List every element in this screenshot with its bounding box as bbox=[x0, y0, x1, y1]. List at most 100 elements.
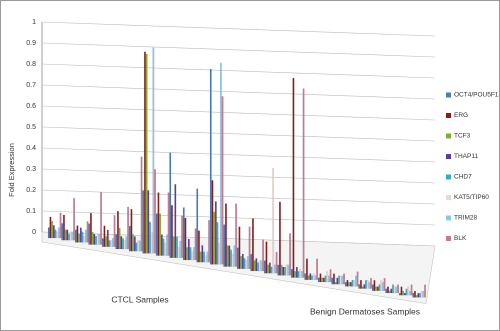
bar bbox=[241, 254, 244, 269]
bar bbox=[297, 271, 300, 278]
bar bbox=[349, 282, 352, 287]
bar bbox=[145, 53, 148, 254]
bar bbox=[208, 220, 210, 263]
y-tick-label: 0.8 bbox=[26, 61, 36, 68]
bar bbox=[147, 190, 150, 254]
bar bbox=[263, 260, 266, 274]
bar bbox=[348, 282, 350, 287]
bar bbox=[213, 211, 215, 265]
legend-label: ERG bbox=[454, 112, 468, 119]
bar bbox=[85, 229, 87, 243]
bar bbox=[61, 223, 64, 241]
bar bbox=[341, 275, 344, 285]
bar bbox=[144, 51, 146, 254]
bar bbox=[277, 264, 280, 276]
group-label: Benign Dermatoses Samples bbox=[310, 306, 420, 316]
bar bbox=[167, 192, 170, 256]
bar bbox=[346, 280, 349, 287]
bar bbox=[314, 275, 317, 280]
bar bbox=[250, 254, 253, 272]
bar bbox=[233, 245, 236, 267]
bar bbox=[120, 236, 123, 250]
bar bbox=[122, 238, 124, 250]
bar bbox=[162, 238, 165, 256]
bar bbox=[245, 260, 248, 269]
bar bbox=[258, 260, 261, 272]
bar bbox=[236, 247, 239, 269]
bar bbox=[196, 188, 199, 263]
bar bbox=[279, 201, 281, 276]
bar bbox=[274, 264, 276, 274]
bar bbox=[366, 280, 369, 289]
bar bbox=[420, 291, 423, 298]
bar bbox=[177, 247, 180, 258]
legend-swatch bbox=[446, 215, 451, 221]
bar bbox=[160, 234, 163, 256]
bar bbox=[164, 242, 167, 256]
bar bbox=[58, 227, 60, 239]
bar bbox=[240, 256, 242, 269]
bar bbox=[351, 280, 354, 287]
y-tick-label: 0.4 bbox=[26, 145, 36, 152]
bar bbox=[282, 266, 285, 276]
bar bbox=[267, 264, 269, 274]
bar bbox=[63, 214, 65, 241]
bar bbox=[64, 229, 67, 241]
bar bbox=[326, 271, 329, 283]
bar bbox=[216, 222, 219, 265]
bar bbox=[355, 275, 357, 287]
bar bbox=[105, 236, 107, 247]
bar bbox=[361, 286, 364, 289]
bar bbox=[275, 252, 278, 274]
bar bbox=[54, 229, 57, 239]
bar bbox=[295, 267, 298, 278]
y-tick-label: 0.3 bbox=[26, 166, 36, 173]
grid-line bbox=[41, 63, 436, 79]
y-tick-label: 0.9 bbox=[26, 40, 36, 47]
bar bbox=[365, 280, 367, 289]
bar bbox=[287, 264, 290, 276]
bar bbox=[316, 258, 318, 280]
bar bbox=[390, 288, 393, 294]
bar bbox=[333, 273, 335, 285]
bar bbox=[218, 243, 221, 265]
bar bbox=[130, 209, 133, 252]
bar bbox=[385, 288, 388, 294]
legend: OCT4/POU5F1 ERG TCF3 THAP11 CHD7 KAT5/TIP60 TR… bbox=[446, 92, 499, 242]
bar bbox=[238, 226, 241, 269]
bar bbox=[294, 271, 296, 278]
bar bbox=[268, 262, 271, 274]
bar bbox=[93, 234, 96, 245]
bar bbox=[81, 231, 84, 243]
y-tick-label: 0 bbox=[32, 229, 36, 236]
bar bbox=[174, 184, 177, 258]
bar bbox=[415, 295, 418, 298]
bar bbox=[383, 278, 386, 291]
bar bbox=[387, 286, 389, 294]
bar bbox=[402, 290, 404, 296]
bar bbox=[90, 213, 92, 245]
group-label: CTCL Samples bbox=[111, 294, 168, 304]
legend-label: TRIM28 bbox=[454, 215, 478, 222]
bar bbox=[179, 240, 182, 258]
grid-line bbox=[41, 210, 436, 226]
bar bbox=[115, 234, 118, 250]
bar bbox=[78, 233, 80, 243]
y-tick-label: 0.1 bbox=[26, 208, 36, 215]
legend-swatch bbox=[446, 92, 451, 98]
bar bbox=[373, 280, 376, 291]
bar bbox=[226, 245, 229, 267]
bar bbox=[214, 201, 217, 265]
bar bbox=[193, 247, 195, 261]
legend-label: TCF3 bbox=[454, 133, 471, 140]
bar bbox=[336, 277, 339, 285]
bar bbox=[187, 238, 190, 261]
bar bbox=[128, 225, 131, 252]
bar bbox=[353, 280, 356, 287]
bar bbox=[410, 284, 413, 296]
bar bbox=[306, 258, 308, 280]
bar bbox=[301, 271, 303, 278]
bar bbox=[106, 229, 109, 247]
bar bbox=[302, 88, 305, 278]
bar bbox=[133, 236, 136, 252]
